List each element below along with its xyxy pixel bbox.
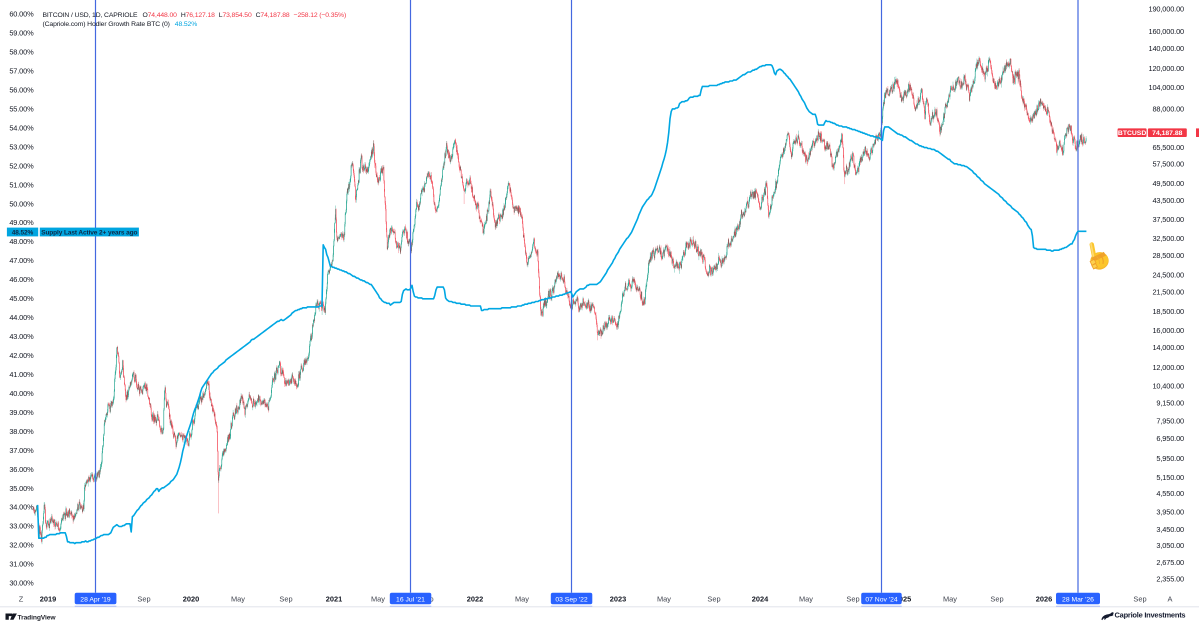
svg-text:30.00%: 30.00% [9,579,34,588]
svg-text:03 Sep '22: 03 Sep '22 [555,596,588,603]
svg-text:140,000.00: 140,000.00 [1149,44,1185,53]
svg-text:33.00%: 33.00% [9,522,34,531]
svg-text:2021: 2021 [326,595,342,604]
svg-text:2,355.00: 2,355.00 [1156,575,1184,584]
svg-text:32.00%: 32.00% [9,541,34,550]
svg-text:35.00%: 35.00% [9,484,34,493]
svg-text:TradingView: TradingView [18,615,57,622]
svg-text:46.00%: 46.00% [9,275,34,284]
svg-text:May: May [515,595,529,604]
svg-text:5,150.00: 5,150.00 [1156,473,1184,482]
svg-text:32,500.00: 32,500.00 [1152,234,1184,243]
svg-text:74,187.88: 74,187.88 [1152,130,1182,137]
svg-text:88,000.00: 88,000.00 [1152,105,1184,114]
svg-text:Supply Last Active 2+ years ag: Supply Last Active 2+ years ago [41,229,137,236]
svg-text:55.00%: 55.00% [9,104,34,113]
svg-text:40.00%: 40.00% [9,389,34,398]
svg-text:49.00%: 49.00% [9,218,34,227]
svg-text:2020: 2020 [183,595,199,604]
svg-text:48.00%: 48.00% [9,237,34,246]
svg-text:6,950.00: 6,950.00 [1156,434,1184,443]
svg-text:160,000.00: 160,000.00 [1149,27,1185,36]
svg-text:10,400.00: 10,400.00 [1152,382,1184,391]
svg-text:57,500.00: 57,500.00 [1152,160,1184,169]
svg-text:Capriole Investments: Capriole Investments [1115,611,1186,620]
svg-text:2,675.00: 2,675.00 [1156,558,1184,567]
svg-text:43.00%: 43.00% [9,332,34,341]
svg-text:31.00%: 31.00% [9,560,34,569]
svg-text:52.00%: 52.00% [9,161,34,170]
svg-text:45.00%: 45.00% [9,294,34,303]
svg-text:43,500.00: 43,500.00 [1152,196,1184,205]
svg-text:37,500.00: 37,500.00 [1152,215,1184,224]
svg-text:65,500.00: 65,500.00 [1152,143,1184,152]
svg-text:28 Mar '26: 28 Mar '26 [1062,596,1094,603]
svg-text:36.00%: 36.00% [9,465,34,474]
svg-text:28,500.00: 28,500.00 [1152,251,1184,260]
svg-text:Sep: Sep [990,595,1003,604]
svg-text:44.00%: 44.00% [9,313,34,322]
svg-text:47.00%: 47.00% [9,256,34,265]
svg-text:Sep: Sep [279,595,292,604]
svg-text:48.52%: 48.52% [12,229,34,236]
svg-text:53.00%: 53.00% [9,142,34,151]
svg-text:28 Apr '19: 28 Apr '19 [80,596,111,603]
svg-text:56.00%: 56.00% [9,86,34,95]
svg-text:(Capriole.com) Hodler Growth R: (Capriole.com) Hodler Growth Rate BTC (0… [43,21,198,28]
svg-text:A: A [1168,595,1173,604]
svg-text:14,000.00: 14,000.00 [1152,343,1184,352]
svg-text:57.00%: 57.00% [9,67,34,76]
svg-text:51.00%: 51.00% [9,180,34,189]
svg-text:12,000.00: 12,000.00 [1152,363,1184,372]
svg-text:104,000.00: 104,000.00 [1149,83,1185,92]
svg-text:3,450.00: 3,450.00 [1156,525,1184,534]
svg-text:2025: 2025 [895,595,911,604]
svg-text:190,000.00: 190,000.00 [1149,5,1185,14]
svg-text:7,950.00: 7,950.00 [1156,417,1184,426]
svg-text:18,500.00: 18,500.00 [1152,307,1184,316]
svg-text:BTCUSD: BTCUSD [1118,130,1146,137]
svg-text:24,500.00: 24,500.00 [1152,271,1184,280]
svg-text:Z: Z [19,595,24,604]
svg-text:50.00%: 50.00% [9,199,34,208]
svg-text:49,500.00: 49,500.00 [1152,179,1184,188]
svg-text:Sep: Sep [1133,595,1146,604]
svg-text:2024: 2024 [752,595,769,604]
svg-text:May: May [371,595,385,604]
svg-text:Sep: Sep [137,595,150,604]
svg-text:42.00%: 42.00% [9,351,34,360]
svg-text:2022: 2022 [467,595,483,604]
svg-text:Sep: Sep [846,595,859,604]
svg-text:3,950.00: 3,950.00 [1156,507,1184,516]
svg-text:21,500.00: 21,500.00 [1152,287,1184,296]
svg-text:60.00%: 60.00% [9,10,34,19]
svg-text:4,550.00: 4,550.00 [1156,489,1184,498]
svg-text:2023: 2023 [610,595,626,604]
svg-text:16 Jul '21: 16 Jul '21 [396,596,425,603]
svg-text:59.00%: 59.00% [9,29,34,38]
svg-text:37.00%: 37.00% [9,446,34,455]
svg-text:May: May [231,595,245,604]
svg-text:39.00%: 39.00% [9,408,34,417]
svg-text:Sep: Sep [707,595,720,604]
svg-text:May: May [799,595,813,604]
svg-text:58.00%: 58.00% [9,48,34,57]
svg-text:16,000.00: 16,000.00 [1152,326,1184,335]
svg-text:9,150.00: 9,150.00 [1156,398,1184,407]
svg-text:38.00%: 38.00% [9,427,34,436]
svg-text:May: May [943,595,957,604]
svg-text:3,050.00: 3,050.00 [1156,541,1184,550]
svg-text:2019: 2019 [40,595,56,604]
svg-text:May: May [657,595,671,604]
svg-text:41.00%: 41.00% [9,370,34,379]
svg-text:54.00%: 54.00% [9,123,34,132]
svg-text:2026: 2026 [1036,595,1052,604]
svg-text:34.00%: 34.00% [9,503,34,512]
svg-text:07 Nov '24: 07 Nov '24 [865,596,898,603]
svg-text:120,000.00: 120,000.00 [1149,64,1185,73]
svg-text:5,950.00: 5,950.00 [1156,454,1184,463]
